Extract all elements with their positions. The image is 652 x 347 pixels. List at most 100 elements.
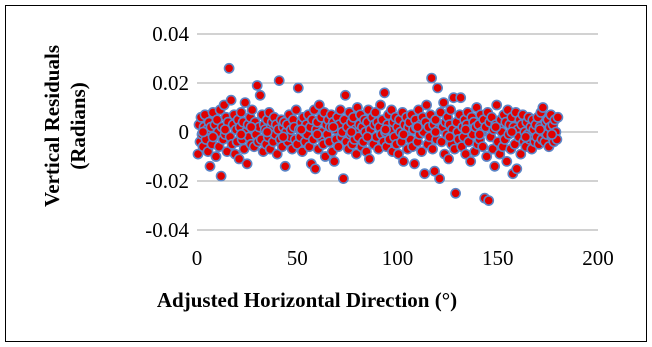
data-point xyxy=(427,143,438,155)
data-point xyxy=(207,131,219,143)
data-point xyxy=(292,82,304,94)
data-point xyxy=(412,121,423,133)
data-point xyxy=(223,62,235,74)
data-point xyxy=(474,128,486,140)
data-point xyxy=(241,158,253,170)
data-point xyxy=(546,128,558,140)
x-tick-label: 200 xyxy=(582,246,614,270)
y-tick-label: -0.02 xyxy=(145,169,189,193)
data-point xyxy=(430,126,441,138)
x-tick-label: 150 xyxy=(482,246,514,270)
data-point xyxy=(251,80,263,91)
data-point xyxy=(511,163,523,175)
data-point xyxy=(409,158,420,170)
data-point xyxy=(460,124,472,135)
data-point xyxy=(445,104,456,116)
data-point xyxy=(416,146,427,157)
data-point xyxy=(429,165,440,177)
y-tick-label: 0.02 xyxy=(152,71,189,95)
data-point xyxy=(501,155,513,167)
data-point xyxy=(430,114,441,126)
data-point xyxy=(436,136,447,148)
data-point xyxy=(345,126,357,138)
y-axis-title-line-2: (Radians) xyxy=(66,82,90,170)
data-point xyxy=(295,124,307,135)
data-point xyxy=(375,99,386,111)
data-point xyxy=(204,160,216,172)
data-point xyxy=(309,163,321,175)
x-tick-label: 50 xyxy=(287,246,308,270)
data-point xyxy=(271,148,283,160)
data-point xyxy=(210,151,222,162)
data-point xyxy=(327,121,339,133)
data-point xyxy=(443,153,454,165)
y-tick-label: 0.04 xyxy=(152,22,189,46)
data-point xyxy=(438,97,449,108)
data-point xyxy=(432,82,443,94)
data-point xyxy=(277,131,289,143)
x-axis-title: Adjusted Horizontal Direction (°) xyxy=(157,288,457,312)
data-point xyxy=(520,131,532,143)
data-point xyxy=(450,187,461,199)
data-point xyxy=(290,104,302,116)
data-point xyxy=(426,72,437,84)
x-tick-labels: 0 50 100 150 200 xyxy=(192,246,614,270)
y-axis-title: Vertical Residuals (Radians) xyxy=(40,45,90,207)
y-tick-label: -0.04 xyxy=(145,218,189,242)
data-point xyxy=(398,128,409,140)
data-point xyxy=(350,148,362,160)
data-point xyxy=(245,121,257,133)
data-point xyxy=(489,160,501,172)
data-point xyxy=(487,143,499,155)
data-point xyxy=(491,99,503,111)
data-point xyxy=(192,148,204,160)
data-point xyxy=(393,148,404,160)
chart-frame: -0.04 -0.02 0 0.02 0.04 0 50 100 150 200 Adjuste… xyxy=(5,5,647,342)
data-point xyxy=(534,124,546,135)
data-point xyxy=(379,87,390,99)
data-point xyxy=(421,99,432,111)
data-point xyxy=(261,126,273,138)
data-point xyxy=(215,170,227,182)
data-point xyxy=(239,97,251,108)
data-point xyxy=(225,94,237,106)
data-point xyxy=(398,155,409,167)
data-point xyxy=(334,104,346,116)
data-point xyxy=(515,148,527,160)
y-axis-title-line-1: Vertical Residuals xyxy=(40,45,64,207)
data-point xyxy=(380,124,391,135)
data-point xyxy=(363,153,375,165)
data-point xyxy=(465,155,477,167)
data-point xyxy=(552,111,564,123)
data-point xyxy=(369,107,381,118)
data-point xyxy=(328,155,340,167)
data-point xyxy=(490,121,502,133)
data-point xyxy=(455,92,467,104)
data-point xyxy=(219,124,231,135)
data-point xyxy=(434,173,445,184)
data-point xyxy=(444,131,455,143)
data-point xyxy=(254,89,266,101)
data-point xyxy=(233,153,245,165)
data-points xyxy=(192,62,564,206)
data-point xyxy=(481,151,493,162)
data-point xyxy=(197,126,209,138)
data-point xyxy=(246,104,258,116)
data-point xyxy=(235,128,247,140)
data-point xyxy=(337,173,349,184)
data-point xyxy=(537,102,549,113)
data-point xyxy=(361,131,373,143)
y-tick-labels: -0.04 -0.02 0 0.02 0.04 xyxy=(145,22,189,242)
data-point xyxy=(419,168,430,180)
data-point xyxy=(311,128,323,140)
data-point xyxy=(339,89,351,101)
x-tick-label: 0 xyxy=(192,246,203,270)
data-point xyxy=(506,126,518,138)
data-point xyxy=(313,99,325,111)
x-tick-label: 100 xyxy=(382,246,414,270)
data-point xyxy=(279,160,291,172)
scatter-chart: -0.04 -0.02 0 0.02 0.04 0 50 100 150 200 Adjuste… xyxy=(40,22,614,312)
data-point xyxy=(273,75,285,86)
y-tick-label: 0 xyxy=(179,120,190,144)
data-point xyxy=(235,107,247,118)
